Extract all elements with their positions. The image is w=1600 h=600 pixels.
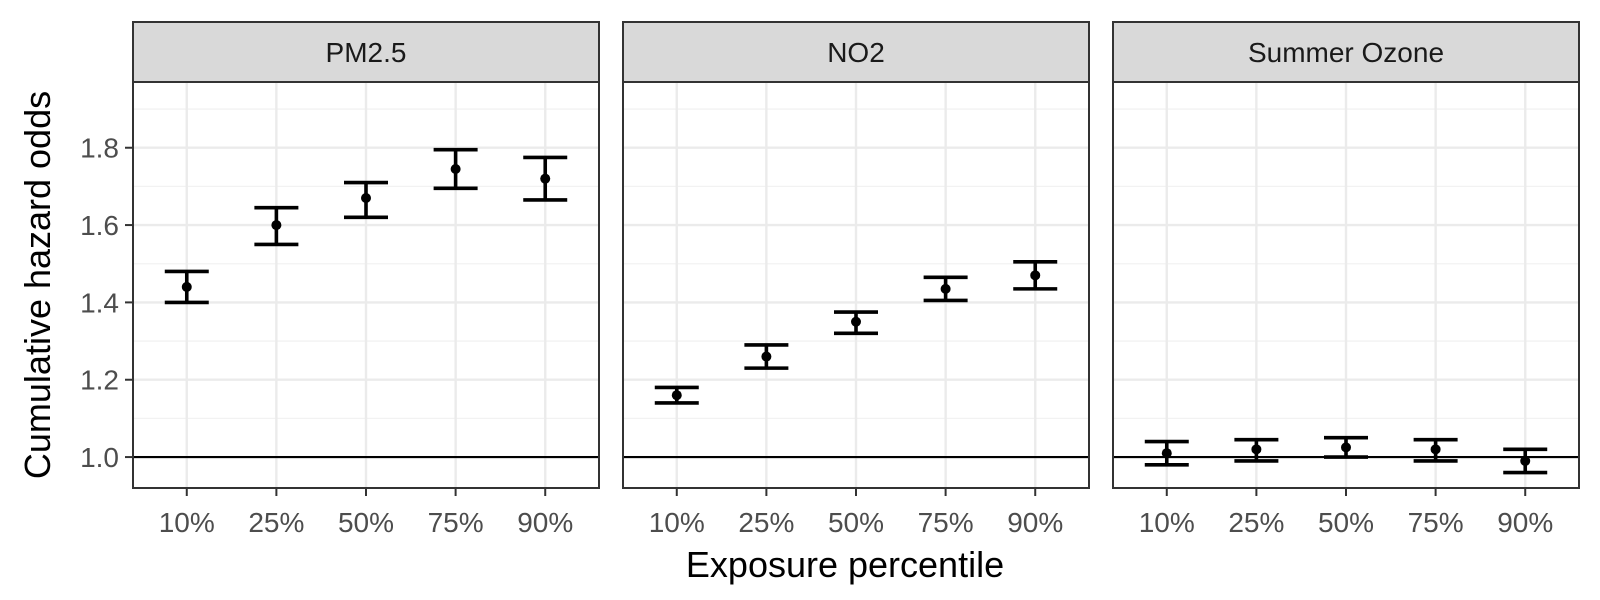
- facet-strip-label: Summer Ozone: [1248, 37, 1444, 68]
- y-tick-label: 1.4: [80, 287, 119, 318]
- estimate-point: [1430, 444, 1441, 455]
- x-tick-label: 10%: [649, 507, 705, 538]
- x-tick-label: 50%: [338, 507, 394, 538]
- x-tick-label: 90%: [517, 507, 573, 538]
- estimate-point: [761, 351, 772, 362]
- x-tick-label: 10%: [1139, 507, 1195, 538]
- y-tick-label: 1.8: [80, 133, 119, 164]
- estimate-point: [271, 220, 282, 231]
- estimate-point: [361, 193, 371, 203]
- estimate-point: [1030, 270, 1041, 281]
- estimate-point: [940, 283, 951, 294]
- x-tick-label: 10%: [159, 507, 215, 538]
- x-tick-label: 75%: [918, 507, 974, 538]
- estimate-point: [450, 164, 461, 174]
- estimate-point: [671, 390, 682, 401]
- estimate-point: [1161, 448, 1172, 459]
- estimate-point: [1341, 442, 1351, 453]
- estimate-point: [851, 316, 861, 327]
- y-tick-label: 1.6: [80, 210, 119, 241]
- facet-strip-label: NO2: [827, 37, 885, 68]
- facet-strip: [622, 21, 1090, 83]
- facet-strip: [132, 21, 600, 83]
- x-tick-label: 75%: [428, 507, 484, 538]
- x-tick-label: 50%: [1318, 507, 1374, 538]
- y-tick-label: 1.2: [80, 365, 119, 396]
- x-tick-label: 90%: [1497, 507, 1553, 538]
- facet-strip: [1112, 21, 1580, 83]
- estimate-point: [181, 281, 192, 292]
- x-tick-label: 75%: [1408, 507, 1464, 538]
- estimate-point: [540, 173, 551, 184]
- x-tick-label: 25%: [248, 507, 304, 538]
- y-axis-title: Cumulative hazard odds: [17, 91, 58, 479]
- x-axis-title: Exposure percentile: [686, 544, 1004, 585]
- x-tick-label: 25%: [1228, 507, 1284, 538]
- x-tick-label: 90%: [1007, 507, 1063, 538]
- estimate-point: [1520, 455, 1531, 466]
- facet-strip-label: PM2.5: [326, 37, 407, 68]
- x-tick-label: 50%: [828, 507, 884, 538]
- y-tick-label: 1.0: [80, 442, 119, 473]
- x-tick-label: 25%: [738, 507, 794, 538]
- estimate-point: [1251, 444, 1262, 455]
